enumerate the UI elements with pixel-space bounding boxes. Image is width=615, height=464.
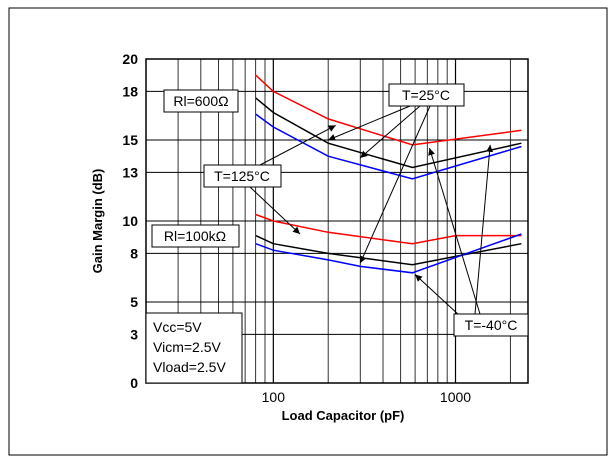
annotation-t25-box [388, 83, 465, 107]
annotation-t25: T=25°C [388, 83, 465, 107]
y-tick-label: 5 [130, 294, 138, 310]
x-tick-labels: 100 1000 [262, 389, 472, 405]
series-lines [255, 74, 522, 274]
annotation-arrow [249, 186, 301, 235]
y-tick-label: 10 [122, 213, 138, 229]
series-line [255, 97, 522, 169]
figure-border [8, 7, 608, 456]
annotation-t-40-box [453, 313, 529, 337]
annotation-vcc: Vcc=5V [153, 319, 202, 335]
annotation-arrow [474, 144, 494, 315]
annotation-arrow [359, 105, 421, 159]
y-tick-labels: 0 3 5 8 10 13 15 18 20 [122, 51, 138, 391]
series-line [255, 113, 522, 180]
plot-area-frame [145, 58, 529, 384]
series-line [255, 234, 522, 266]
annotation-t25-label: T=25°C [402, 87, 450, 103]
annotation-rl100k-label: Rl=100kΩ [164, 228, 226, 244]
annotation-conditions: Vcc=5V Vicm=2.5V Vload=2.5V [145, 312, 243, 384]
x-tick-label: 100 [262, 389, 286, 405]
y-tick-label: 18 [122, 83, 138, 99]
annotation-t-40: T=-40°C [453, 313, 529, 337]
annotation-arrow [414, 274, 461, 317]
annotation-rl600: Rl=600Ω [163, 89, 239, 113]
y-tick-label: 3 [130, 326, 138, 342]
y-tick-label: 8 [130, 245, 138, 261]
annotation-arrow [428, 147, 481, 315]
annotation-t125-label: T=125°C [214, 168, 270, 184]
annotation-rl100k-box [151, 224, 240, 248]
annotation-arrow [359, 105, 431, 264]
x-tick-label: 1000 [440, 389, 471, 405]
annotation-t125: T=125°C [203, 164, 282, 188]
annotation-arrow [327, 105, 411, 141]
annotation-t-40-label: T=-40°C [465, 317, 518, 333]
annotation-arrow [259, 124, 336, 166]
annotation-rl100k: Rl=100kΩ [151, 224, 240, 248]
series-line [255, 74, 522, 146]
annotation-arrows [249, 105, 494, 317]
annotation-conditions-box [145, 312, 243, 384]
annotation-vload: Vload=2.5V [153, 359, 226, 375]
annotation-rl600-label: Rl=600Ω [173, 93, 228, 109]
x-axis-label: Load Capacitor (pF) [282, 408, 405, 423]
annotation-t125-box [203, 164, 282, 188]
y-tick-label: 13 [122, 164, 138, 180]
y-tick-label: 15 [122, 132, 138, 148]
y-tick-label: 20 [122, 51, 138, 67]
series-line [255, 233, 522, 274]
y-axis-label: Gain Margin (dB) [90, 169, 105, 274]
annotation-vicm: Vicm=2.5V [153, 339, 221, 355]
annotation-rl600-box [163, 89, 239, 113]
y-tick-label: 0 [130, 375, 138, 391]
series-line [255, 213, 522, 245]
